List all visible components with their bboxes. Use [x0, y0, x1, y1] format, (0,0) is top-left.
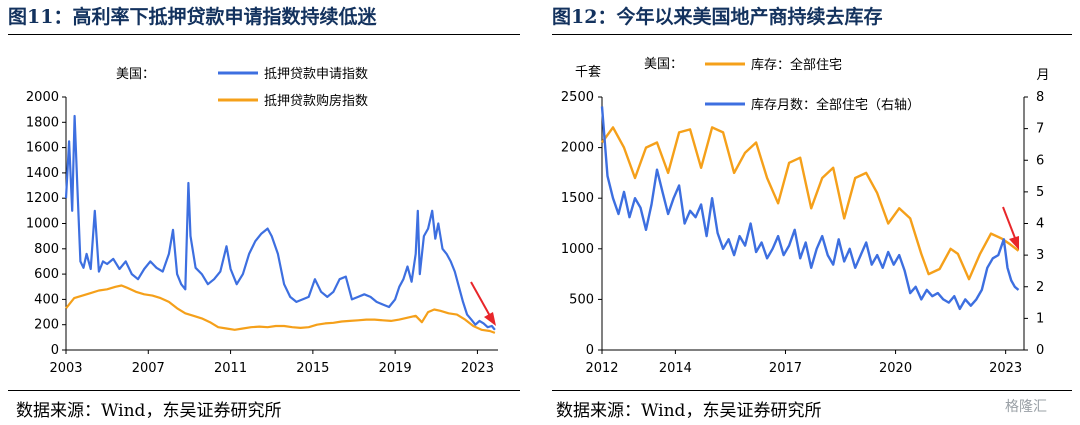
right-right-unit-label: 月: [1036, 68, 1049, 83]
right-left-tick-label: 2500: [561, 90, 594, 105]
right-right-tick-label: 2: [1036, 280, 1044, 295]
right-left-tick-label: 0: [586, 343, 594, 358]
left-y-tick-label: 200: [34, 318, 59, 333]
left-annotation-arrowhead: [484, 312, 496, 326]
left-y-tick-label: 0: [51, 343, 59, 358]
right-right-tick-label: 6: [1036, 153, 1044, 168]
right-x-tick-label: 2023: [989, 361, 1022, 376]
right-x-tick-label: 2014: [659, 361, 692, 376]
watermark-logo: 格隆汇: [1005, 399, 1047, 415]
left-legend-label: 抵押贷款申请指数: [264, 67, 368, 82]
left-x-tick-label: 2015: [296, 361, 329, 376]
left-source-note: 数据来源：Wind，东吴证券研究所: [16, 401, 282, 421]
left-y-tick-label: 400: [34, 292, 59, 307]
right-source-note: 数据来源：Wind，东吴证券研究所: [556, 401, 822, 421]
left-x-tick-label: 2003: [49, 361, 82, 376]
right-right-tick-label: 5: [1036, 185, 1044, 200]
right-title-rule: [552, 34, 1072, 35]
left-title-rule: [8, 34, 520, 35]
right-series-months-supply: [600, 106, 1020, 311]
right-legend-label: 库存：全部住宅: [751, 57, 842, 73]
left-legend-title: 美国：: [116, 67, 155, 82]
right-series-inventory: [601, 126, 1020, 281]
left-figure-title: 图11：高利率下抵押贷款申请指数持续低迷: [8, 6, 377, 28]
left-annotation-arrow: [470, 281, 491, 317]
right-left-tick-label: 500: [569, 292, 594, 307]
left-y-tick-label: 2000: [26, 90, 59, 105]
left-x-tick-label: 2011: [214, 361, 247, 376]
left-y-tick-label: 1200: [26, 191, 59, 206]
right-right-tick-label: 3: [1036, 248, 1044, 263]
left-y-tick-label: 800: [34, 242, 59, 257]
right-right-tick-label: 1: [1036, 311, 1044, 326]
right-left-tick-label: 2000: [561, 141, 594, 156]
left-y-tick-label: 1600: [26, 141, 59, 156]
right-right-tick-label: 8: [1036, 90, 1044, 105]
right-figure-title: 图12：今年以来美国地产商持续去库存: [552, 6, 883, 28]
left-source-rule: [8, 390, 520, 391]
right-right-tick-label: 4: [1036, 217, 1044, 232]
right-x-tick-label: 2017: [769, 361, 802, 376]
left-y-tick-label: 1000: [26, 217, 59, 232]
right-x-tick-label: 2012: [585, 361, 618, 376]
left-y-tick-label: 600: [34, 267, 59, 282]
left-x-tick-label: 2007: [132, 361, 165, 376]
right-legend-label: 库存月数：全部住宅（右轴）: [751, 97, 920, 113]
left-series-purchase-index: [65, 284, 496, 334]
right-source-rule: [552, 390, 1072, 391]
right-right-tick-label: 0: [1036, 343, 1044, 358]
left-y-tick-label: 1400: [26, 166, 59, 181]
right-annotation-arrow: [1002, 206, 1016, 239]
right-legend-title: 美国：: [644, 57, 683, 72]
left-x-tick-label: 2019: [379, 361, 412, 376]
left-x-tick-label: 2023: [461, 361, 494, 376]
left-y-tick-label: 1800: [26, 115, 59, 130]
right-annotation-arrowhead: [1009, 236, 1019, 250]
right-x-tick-label: 2020: [879, 361, 912, 376]
right-left-unit-label: 千套: [575, 64, 601, 80]
left-legend-label: 抵押贷款购房指数: [264, 93, 368, 109]
right-left-tick-label: 1000: [561, 242, 594, 257]
right-right-tick-label: 7: [1036, 122, 1044, 137]
left-series-application-index: [64, 114, 496, 331]
right-left-tick-label: 1500: [561, 191, 594, 206]
